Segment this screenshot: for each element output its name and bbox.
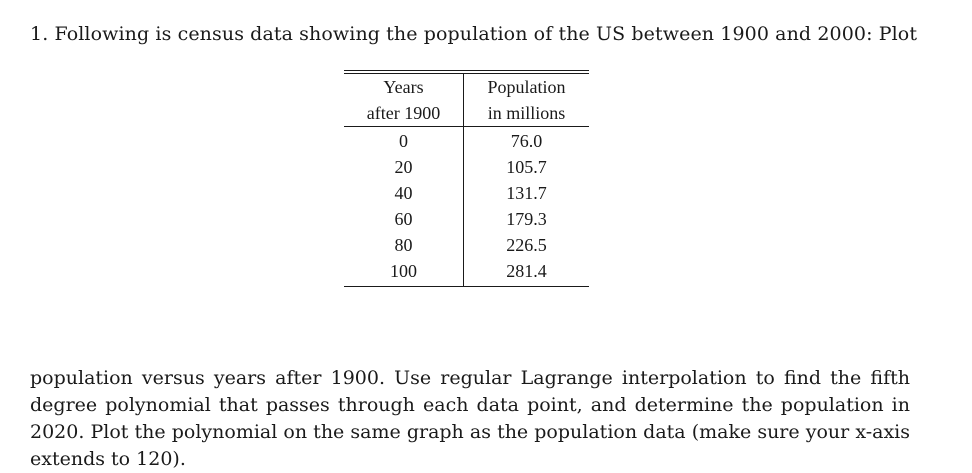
table-row: 60 179.3 [344,206,589,232]
population-cell: 281.4 [506,261,547,281]
problem-continuation: population versus years after 1900. Use … [30,367,910,470]
population-header-line1: Population [487,77,566,97]
years-cell: 0 [344,126,464,154]
population-cell: 226.5 [506,235,547,255]
table-row: 100 281.4 [344,258,589,287]
problem-intro: 1. Following is census data showing the … [30,23,918,45]
years-cell: 100 [344,258,464,287]
years-cell: 20 [344,154,464,180]
years-cell: 60 [344,206,464,232]
table-header-row: after 1900 in millions [344,100,589,127]
population-cell: 76.0 [510,131,543,151]
years-header-line2: after 1900 [344,100,464,127]
census-table: Years Population after 1900 in millions … [344,70,589,287]
table-row: 80 226.5 [344,232,589,258]
years-cell: 40 [344,180,464,206]
population-cell: 179.3 [506,209,547,229]
population-cell: 131.7 [506,183,547,203]
population-cell: 105.7 [506,157,547,177]
table-row: 40 131.7 [344,180,589,206]
years-header-line1: Years [344,72,464,100]
table-row: 20 105.7 [344,154,589,180]
population-header-line2: in millions [463,100,589,127]
table-header-row: Years Population [344,72,589,100]
years-cell: 80 [344,232,464,258]
table-row: 0 76.0 [344,126,589,154]
